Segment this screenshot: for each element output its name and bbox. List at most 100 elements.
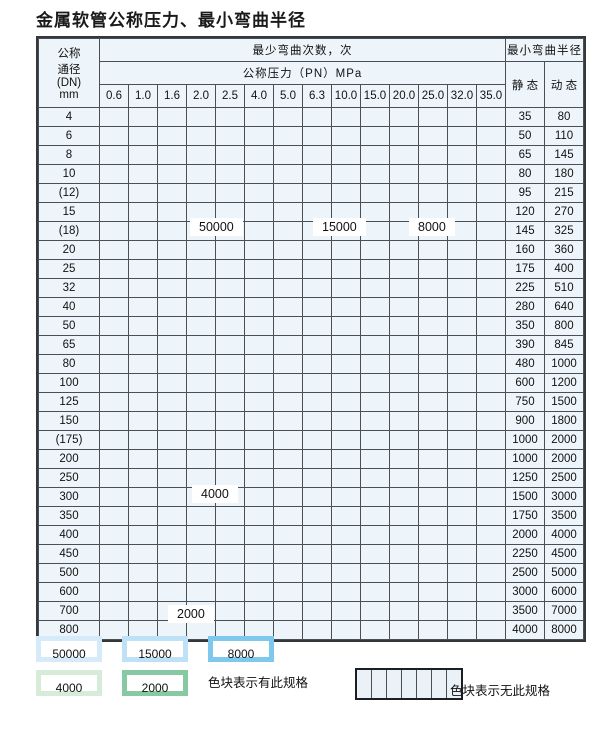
spec-cell-filled (215, 316, 245, 336)
spec-cell-filled (99, 582, 129, 602)
table-row: 65 390 845 (38, 335, 584, 355)
spec-cell-filled (273, 202, 303, 222)
spec-cell-filled (360, 278, 390, 298)
dynamic-radius-cell: 4000 (544, 525, 584, 545)
spec-cell-filled (128, 411, 158, 431)
spec-cell-filled (331, 145, 361, 165)
spec-cell-empty (389, 278, 419, 298)
spec-cell-filled (99, 183, 129, 203)
spec-cell-empty (360, 411, 390, 431)
spec-cell-empty (244, 506, 274, 526)
spec-cell-filled (99, 202, 129, 222)
dynamic-radius-cell: 8000 (544, 620, 584, 640)
dynamic-radius-cell: 2000 (544, 449, 584, 469)
spec-cell-empty (302, 544, 332, 564)
spec-cell-empty (447, 335, 477, 355)
spec-cell-empty (418, 145, 448, 165)
dynamic-radius-cell: 2500 (544, 468, 584, 488)
table-row: 200 1000 2000 (38, 449, 584, 469)
spec-cell-empty (418, 259, 448, 279)
spec-cell-empty (418, 183, 448, 203)
spec-cell-filled (157, 145, 187, 165)
table-row: 450 2250 4500 (38, 544, 584, 564)
table-body: 4 35 80 6 50 110 8 65 145 10 80 180 (12) 95 215 15 120 27… (38, 107, 584, 640)
spec-cell-empty (302, 563, 332, 583)
spec-cell-empty (389, 354, 419, 374)
spec-cell-empty (476, 183, 506, 203)
has-spec-note: 色块表示有此规格 (208, 676, 309, 690)
spec-cell-filled (128, 240, 158, 260)
spec-cell-filled (273, 297, 303, 317)
spec-cell-empty (418, 620, 448, 640)
spec-cell-empty (244, 601, 274, 621)
spec-cell-empty (273, 468, 303, 488)
spec-cell-empty (331, 411, 361, 431)
legend-swatch: 8000 (208, 636, 274, 662)
spec-cell-filled (99, 430, 129, 450)
no-spec-note: 色块表示无此规格 (450, 684, 551, 698)
dynamic-radius-cell: 1500 (544, 392, 584, 412)
dynamic-radius-cell: 845 (544, 335, 584, 355)
dn-value-cell: 450 (38, 544, 100, 564)
spec-cell-empty (389, 620, 419, 640)
spec-cell-filled (128, 297, 158, 317)
spec-cell-filled (186, 164, 216, 184)
spec-cell-empty (389, 297, 419, 317)
spec-cell-filled (99, 411, 129, 431)
spec-cell-empty (273, 582, 303, 602)
spec-cell-filled (186, 259, 216, 279)
table-row: 400 2000 4000 (38, 525, 584, 545)
spec-cell-filled (244, 145, 274, 165)
spec-cell-filled (186, 183, 216, 203)
spec-cell-filled (273, 335, 303, 355)
spec-cell-empty (331, 392, 361, 412)
spec-cell-empty (302, 373, 332, 393)
pressure-column-header: 2.0 (186, 84, 216, 108)
spec-cell-filled (128, 468, 158, 488)
static-radius-cell: 175 (505, 259, 545, 279)
spec-cell-filled (157, 164, 187, 184)
spec-cell-filled (244, 107, 274, 127)
spec-cell-filled (215, 430, 245, 450)
table-row: 32 225 510 (38, 278, 584, 298)
spec-cell-empty (447, 582, 477, 602)
spec-cell-filled (215, 373, 245, 393)
spec-cell-filled (99, 126, 129, 146)
spec-cell-filled (186, 335, 216, 355)
spec-cell-empty (302, 392, 332, 412)
dynamic-radius-cell: 800 (544, 316, 584, 336)
spec-cell-filled (99, 335, 129, 355)
spec-cell-filled (99, 316, 129, 336)
spec-cell-empty (302, 487, 332, 507)
dn-value-cell: 300 (38, 487, 100, 507)
spec-cell-filled (244, 259, 274, 279)
spec-cell-filled (128, 601, 158, 621)
spec-cell-empty (476, 506, 506, 526)
spec-cell-empty (418, 316, 448, 336)
spec-cell-filled (186, 373, 216, 393)
legend-row-blues: 50000 15000 8000 (36, 636, 576, 670)
spec-cell-empty (418, 354, 448, 374)
spec-cell-filled (389, 183, 419, 203)
spec-cell-filled (157, 373, 187, 393)
spec-cell-empty (360, 354, 390, 374)
pressure-column-header: 10.0 (331, 84, 361, 108)
dynamic-radius-cell: 145 (544, 145, 584, 165)
dn-value-cell: 100 (38, 373, 100, 393)
static-radius-cell: 3500 (505, 601, 545, 621)
spec-cell-filled (244, 183, 274, 203)
spec-cell-empty (389, 525, 419, 545)
spec-cell-empty (360, 373, 390, 393)
spec-cell-filled (244, 487, 274, 507)
spec-cell-filled (215, 126, 245, 146)
grid-callout-label: 50000 (190, 218, 243, 236)
legend-swatch: 50000 (36, 636, 102, 662)
legend-swatch: 2000 (122, 670, 188, 696)
dynamic-radius-cell: 6000 (544, 582, 584, 602)
static-radius-cell: 750 (505, 392, 545, 412)
table-row: (12) 95 215 (38, 183, 584, 203)
spec-cell-empty (331, 544, 361, 564)
table-row: 15 120 270 (38, 202, 584, 222)
spec-cell-empty (476, 563, 506, 583)
dynamic-radius-cell: 180 (544, 164, 584, 184)
